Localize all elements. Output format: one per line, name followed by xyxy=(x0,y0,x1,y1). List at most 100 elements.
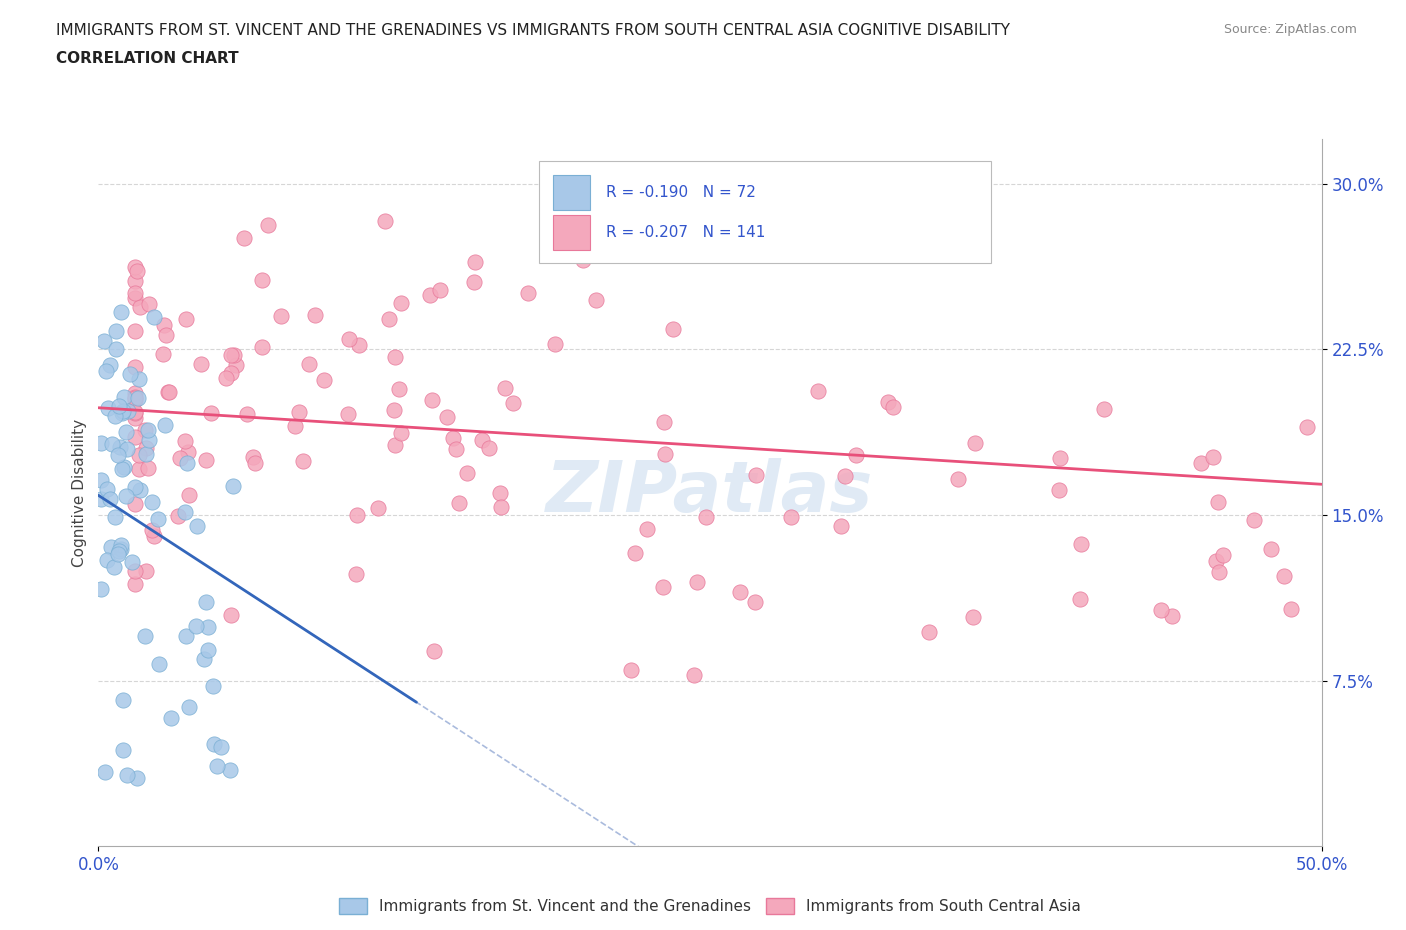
Point xyxy=(94,363,117,378)
Point xyxy=(283,419,305,434)
Point xyxy=(202,737,225,751)
Point xyxy=(544,337,567,352)
Point xyxy=(157,384,180,399)
Point xyxy=(134,423,156,438)
Point xyxy=(1069,591,1091,606)
Point xyxy=(160,711,183,725)
Point xyxy=(419,287,441,302)
Point xyxy=(917,625,939,640)
Text: ZIPatlas: ZIPatlas xyxy=(547,458,873,527)
Point xyxy=(94,764,117,779)
Text: Source: ZipAtlas.com: Source: ZipAtlas.com xyxy=(1223,23,1357,36)
Point xyxy=(121,554,143,569)
Point xyxy=(103,560,125,575)
Point xyxy=(128,461,150,476)
Point xyxy=(314,373,336,388)
Point xyxy=(242,450,264,465)
Point xyxy=(153,418,176,432)
Point xyxy=(965,435,987,450)
Point xyxy=(193,651,215,666)
Bar xyxy=(554,215,591,250)
Point xyxy=(728,585,751,600)
Text: R = -0.190   N = 72: R = -0.190 N = 72 xyxy=(606,185,756,200)
Point xyxy=(686,574,709,589)
Point xyxy=(863,177,886,192)
Point xyxy=(141,523,163,538)
Point xyxy=(662,322,685,337)
Point xyxy=(110,541,132,556)
Legend: Immigrants from St. Vincent and the Grenadines, Immigrants from South Central As: Immigrants from St. Vincent and the Gren… xyxy=(333,892,1087,920)
Point xyxy=(209,739,232,754)
Point xyxy=(169,450,191,465)
Point xyxy=(111,461,134,476)
Point xyxy=(572,252,595,267)
Point xyxy=(478,441,501,456)
Point xyxy=(388,382,411,397)
Point xyxy=(124,392,146,407)
Point xyxy=(1149,603,1171,618)
Point xyxy=(90,472,112,487)
Point xyxy=(962,609,984,624)
Point xyxy=(124,391,146,405)
Point xyxy=(197,620,219,635)
Point xyxy=(177,445,200,459)
Point xyxy=(129,300,152,315)
Point xyxy=(1272,568,1295,583)
Point xyxy=(845,447,868,462)
Point xyxy=(744,594,766,609)
Point xyxy=(270,308,292,323)
Point xyxy=(141,495,163,510)
Point xyxy=(124,386,146,401)
Point xyxy=(336,406,359,421)
Point xyxy=(877,394,900,409)
Text: IMMIGRANTS FROM ST. VINCENT AND THE GRENADINES VS IMMIGRANTS FROM SOUTH CENTRAL : IMMIGRANTS FROM ST. VINCENT AND THE GREN… xyxy=(56,23,1011,38)
Point xyxy=(779,510,801,525)
Point xyxy=(1206,494,1229,509)
Point xyxy=(422,392,444,407)
Point xyxy=(195,453,218,468)
Point xyxy=(124,359,146,374)
Point xyxy=(176,312,198,326)
Point xyxy=(167,508,190,523)
Point xyxy=(384,438,406,453)
Point xyxy=(112,743,135,758)
Point xyxy=(830,519,852,534)
Point xyxy=(288,405,311,419)
Point xyxy=(620,663,643,678)
Point xyxy=(221,365,243,380)
Point xyxy=(124,390,146,405)
Point xyxy=(219,607,242,622)
Point xyxy=(155,328,177,343)
Point xyxy=(135,441,157,456)
Point xyxy=(652,580,675,595)
Point xyxy=(100,539,122,554)
Point xyxy=(90,436,112,451)
Point xyxy=(250,339,273,354)
Point xyxy=(152,347,174,362)
Point xyxy=(124,577,146,591)
Point xyxy=(652,415,675,430)
Point xyxy=(389,426,412,441)
Point xyxy=(233,231,256,246)
Point xyxy=(344,566,367,581)
Point xyxy=(297,357,319,372)
Point xyxy=(197,643,219,658)
Point xyxy=(1160,608,1182,623)
Point xyxy=(148,657,170,671)
Point xyxy=(367,500,389,515)
Point xyxy=(124,405,146,419)
Point xyxy=(516,286,538,300)
Point xyxy=(135,564,157,578)
Point xyxy=(1205,553,1227,568)
Point xyxy=(110,538,132,552)
Point xyxy=(108,543,131,558)
Point xyxy=(222,479,245,494)
Point xyxy=(136,423,159,438)
Point xyxy=(107,447,129,462)
Point xyxy=(464,255,486,270)
Point xyxy=(456,465,478,480)
Point xyxy=(97,400,120,415)
Point xyxy=(252,272,274,287)
Point xyxy=(173,434,195,449)
Point xyxy=(384,350,406,365)
